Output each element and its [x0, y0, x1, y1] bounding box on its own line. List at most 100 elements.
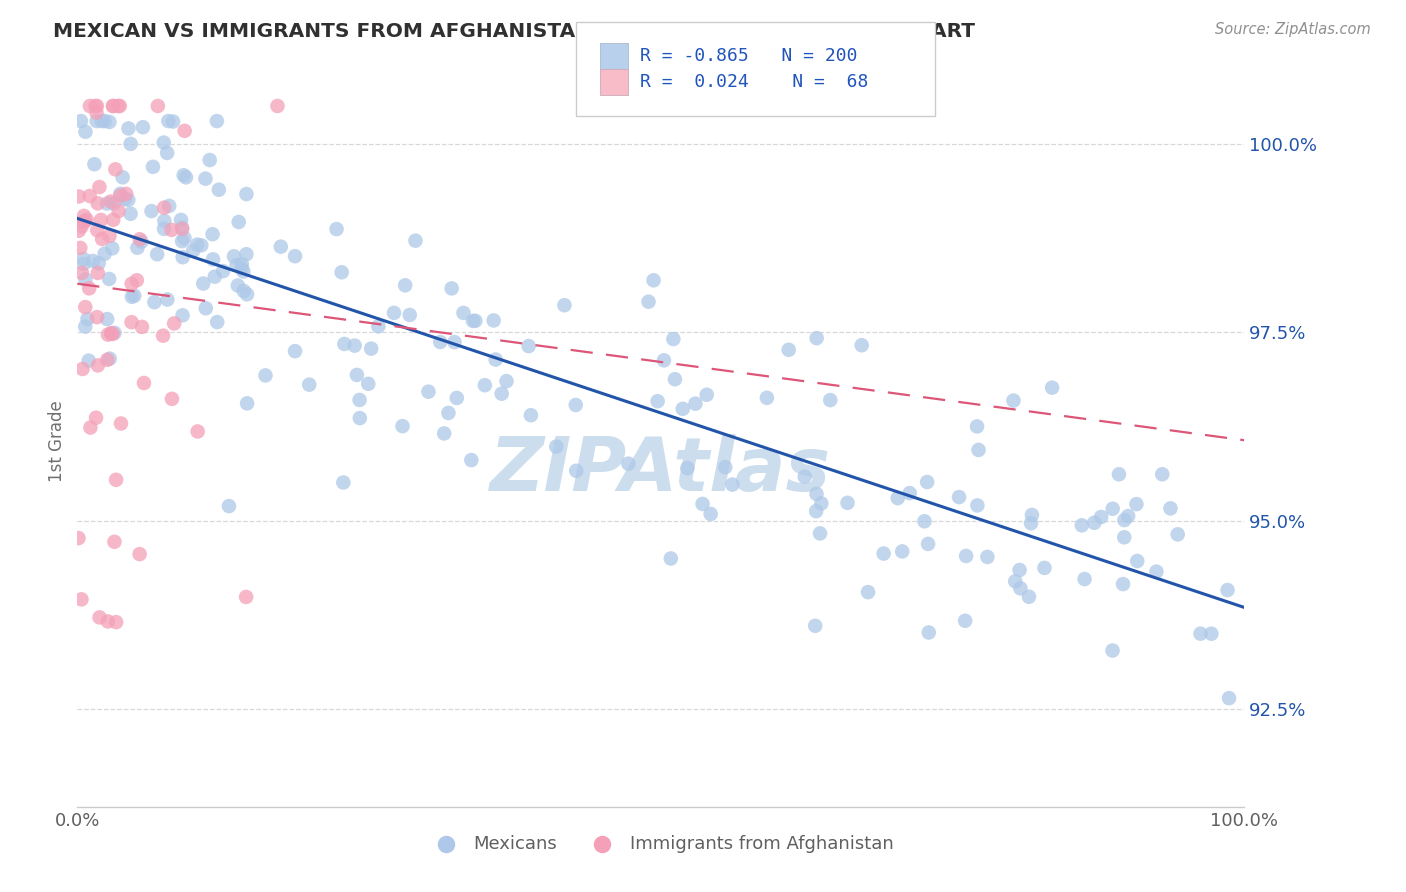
Point [440, 281, 463, 295]
Point [105, 473, 128, 487]
Point [915, 475, 938, 489]
Point [115, 186, 138, 201]
Point [404, 234, 426, 248]
Point [160, 223, 183, 237]
Point [1019, 516, 1042, 531]
Point [204, 269, 226, 284]
Point [1167, 527, 1189, 541]
Point [643, 273, 665, 287]
Point [564, 398, 586, 412]
Point [75, 272, 97, 286]
Point [131, 235, 153, 249]
Point [87, 266, 110, 280]
Point [232, 264, 254, 278]
Point [1002, 393, 1025, 408]
Point [105, 615, 128, 629]
Point [647, 394, 669, 409]
Point [266, 99, 288, 113]
Point [100, 326, 122, 341]
Point [75, 300, 97, 314]
Point [806, 331, 828, 345]
Point [156, 293, 179, 307]
Point [146, 247, 169, 261]
Point [121, 277, 143, 291]
Point [152, 136, 174, 150]
Point [461, 314, 484, 328]
Point [143, 295, 166, 310]
Point [692, 497, 714, 511]
Point [418, 384, 440, 399]
Point [804, 619, 827, 633]
Point [652, 353, 675, 368]
Point [1114, 530, 1136, 544]
Point [170, 213, 193, 227]
Point [103, 534, 125, 549]
Point [172, 250, 194, 264]
Point [120, 136, 142, 151]
Point [1218, 691, 1240, 706]
Point [332, 475, 354, 490]
Point [89, 610, 111, 624]
Point [172, 222, 194, 236]
Point [676, 461, 699, 475]
Point [460, 453, 482, 467]
Point [198, 153, 221, 167]
Point [966, 499, 988, 513]
Point [851, 338, 873, 352]
Point [193, 277, 215, 291]
Point [235, 590, 257, 604]
Point [1201, 626, 1223, 640]
Point [325, 222, 347, 236]
Point [121, 315, 143, 329]
Point [173, 124, 195, 138]
Point [891, 544, 914, 558]
Point [75, 125, 97, 139]
Point [225, 258, 247, 272]
Point [101, 326, 124, 341]
Point [346, 368, 368, 382]
Point [98, 351, 121, 366]
Point [1008, 563, 1031, 577]
Point [173, 231, 195, 245]
Point [73, 215, 96, 229]
Point [1125, 497, 1147, 511]
Point [453, 306, 475, 320]
Text: R =  0.024    N =  68: R = 0.024 N = 68 [640, 73, 868, 91]
Point [349, 392, 371, 407]
Point [517, 339, 540, 353]
Point [67, 224, 90, 238]
Point [236, 396, 259, 410]
Point [714, 460, 737, 475]
Point [121, 290, 143, 304]
Point [1126, 554, 1149, 568]
Point [804, 504, 827, 518]
Point [76, 311, 98, 326]
Point [357, 376, 380, 391]
Point [73, 209, 96, 223]
Point [91, 232, 114, 246]
Point [1144, 565, 1167, 579]
Point [284, 249, 307, 263]
Point [553, 298, 575, 312]
Point [1101, 501, 1123, 516]
Point [124, 289, 146, 303]
Point [77, 353, 100, 368]
Point [1152, 467, 1174, 482]
Point [73, 214, 96, 228]
Point [83, 157, 105, 171]
Text: ZIPAtlas: ZIPAtlas [491, 434, 831, 508]
Point [1018, 590, 1040, 604]
Point [491, 386, 513, 401]
Point [872, 547, 894, 561]
Point [170, 220, 193, 235]
Point [1004, 574, 1026, 589]
Point [89, 180, 111, 194]
Point [153, 214, 176, 228]
Legend: Mexicans, Immigrants from Afghanistan: Mexicans, Immigrants from Afghanistan [422, 828, 900, 861]
Point [391, 419, 413, 434]
Point [100, 326, 122, 341]
Point [103, 213, 125, 227]
Point [84, 99, 107, 113]
Text: R = -0.865   N = 200: R = -0.865 N = 200 [640, 47, 858, 65]
Point [1021, 508, 1043, 522]
